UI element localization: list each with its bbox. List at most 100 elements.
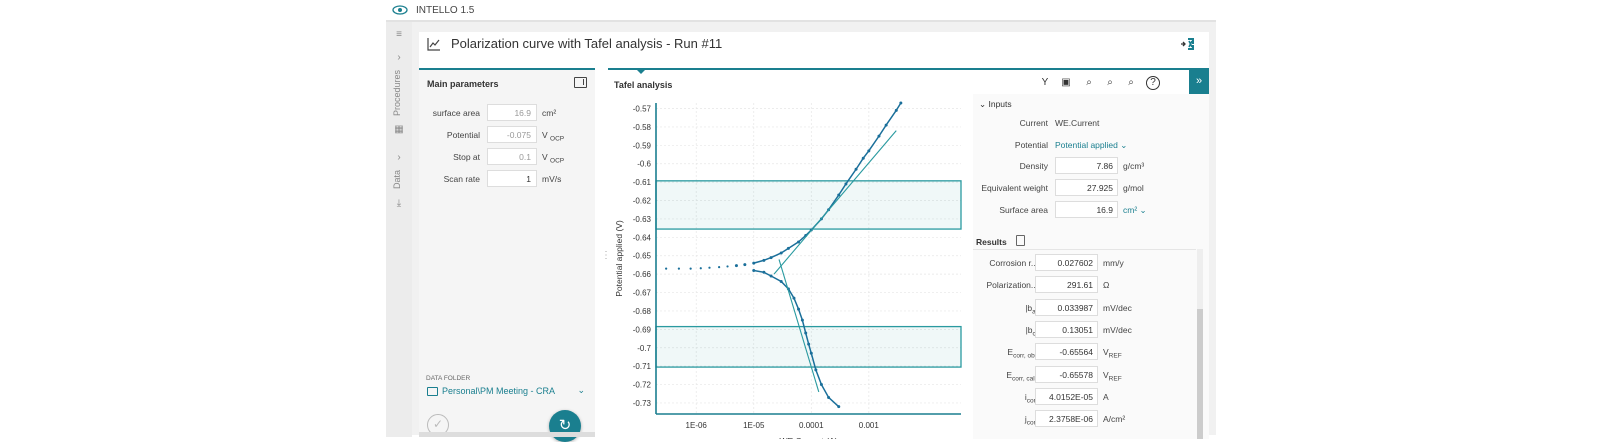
data-point	[665, 267, 668, 270]
inputs-section-toggle[interactable]: ⌄ Inputs	[979, 99, 1012, 109]
result-label: jcorr	[1024, 414, 1038, 427]
panel-resize-handle[interactable]: ⋮	[601, 250, 611, 261]
result-unit: VREF	[1103, 347, 1122, 360]
y-tick-label: -0.68	[633, 307, 652, 316]
result-value: -0.65578	[1035, 365, 1098, 383]
potential-select[interactable]: Potential applied ⌄	[1055, 140, 1128, 150]
result-value: 0.13051	[1035, 320, 1098, 338]
scrollbar-thumb[interactable]	[1197, 309, 1203, 439]
surface-area-input[interactable]: 16.9	[487, 104, 537, 121]
result-value: -0.65564	[1035, 343, 1098, 361]
section-divider	[973, 249, 1196, 250]
result-row: Polarization... 291.61 Ω	[973, 276, 1188, 294]
main-parameters-title: Main parameters	[427, 79, 499, 89]
page-header: Polarization curve with Tafel analysis -…	[419, 32, 1209, 56]
data-point	[699, 267, 702, 270]
param-row-stop-at: Stop at 0.1 V OCP	[419, 148, 595, 166]
tafel-analysis-panel: Tafel analysis Y ▣ ⌕ ⌕ ⌕ ? » -0.57 -0.58-…	[608, 68, 1209, 439]
data-folder-select[interactable]: Personal\PM Meeting - CRA	[442, 386, 556, 396]
analysis-region	[655, 180, 962, 230]
surface-area-field[interactable]: 16.9	[1055, 201, 1118, 218]
app-shell: ≡ › Procedures ▦ › Data ⤓ Polarization c…	[386, 20, 1216, 442]
y-tick-label: -0.62	[633, 197, 652, 206]
data-point	[708, 266, 711, 269]
input-row-density: Density 7.86 g/cm³	[973, 157, 1188, 175]
collapse-toolbar-button[interactable]: »	[1189, 70, 1209, 99]
result-value: 0.033987	[1035, 298, 1098, 316]
rail-data-label[interactable]: Data	[392, 170, 402, 190]
rail-procedures-label[interactable]: Procedures	[392, 70, 402, 117]
y-tick-label: -0.65	[633, 252, 652, 261]
param-row-potential: Potential -0.075 V OCP	[419, 126, 595, 144]
data-folder-label: DATA FOLDER	[426, 375, 471, 382]
input-unit: g/mol	[1123, 183, 1144, 193]
help-icon[interactable]: ?	[1146, 76, 1160, 90]
result-value: 4.0152E-05	[1035, 387, 1098, 405]
density-input[interactable]: 7.86	[1055, 157, 1118, 174]
y-tick-label: -0.7	[637, 344, 651, 353]
app-title: INTELLO 1.5	[416, 5, 475, 16]
analysis-region	[655, 325, 962, 368]
result-label: Corrosion r...	[989, 258, 1038, 268]
result-row: Ecorr, obs -0.65564 VREF	[973, 343, 1188, 361]
main-parameters-panel: Main parameters surface area 16.9 cm² Po…	[419, 68, 595, 442]
zoom-icon[interactable]: ⌕	[1086, 77, 1092, 88]
chevron-right-icon[interactable]: ›	[397, 52, 401, 63]
result-unit: A	[1103, 391, 1109, 402]
scan-rate-input[interactable]: 1	[487, 170, 537, 187]
data-point	[743, 263, 747, 267]
y-tick-label: -0.57	[633, 105, 652, 114]
y-tick-label: -0.6	[637, 160, 651, 169]
filter-icon[interactable]: Y	[1041, 77, 1049, 88]
copy-icon[interactable]	[1016, 235, 1025, 246]
y-tick-label: -0.59	[633, 141, 652, 150]
save-icon[interactable]: ▣	[1061, 77, 1071, 88]
result-unit: Ω	[1103, 280, 1110, 291]
chart-icon[interactable]: ⤓	[396, 198, 402, 209]
eye-logo-icon	[392, 5, 408, 15]
param-row-surface-area: surface area 16.9 cm²	[419, 104, 595, 122]
current-value: WE.Current	[1055, 118, 1100, 128]
x-axis-label: WE.Current (A)	[779, 436, 837, 439]
active-tab-marker	[636, 69, 646, 74]
result-unit: mV/dec	[1103, 324, 1132, 335]
zoom-in-icon[interactable]: ⌕	[1128, 77, 1134, 88]
grid-icon[interactable]: ▦	[394, 124, 404, 135]
result-value: 0.027602	[1035, 254, 1098, 271]
tafel-plot[interactable]: -0.57 -0.58 -0.59 -0.6 -0.61 -0.62 -0.63 -0.64 -…	[608, 94, 968, 439]
input-label: Surface area	[999, 205, 1048, 215]
expand-icon[interactable]	[1179, 36, 1195, 52]
result-label: Ecorr, calc	[1006, 369, 1038, 383]
y-tick-label: -0.61	[633, 178, 652, 187]
area-unit-select[interactable]: cm² ⌄	[1123, 205, 1147, 215]
data-point	[689, 267, 692, 270]
param-unit: V OCP	[542, 152, 565, 165]
series-line	[753, 269, 840, 408]
input-label: Current	[1019, 118, 1048, 128]
x-tick-label: 0.0001	[799, 421, 824, 430]
y-tick-label: -0.69	[633, 325, 652, 334]
y-tick-label: -0.71	[633, 362, 652, 371]
run-button[interactable]: ↻	[549, 410, 581, 442]
equivalent-weight-input[interactable]: 27.925	[1055, 179, 1118, 196]
chevron-right-icon[interactable]: ›	[397, 152, 401, 163]
result-value: 2.3758E-06	[1035, 410, 1098, 428]
input-row-equivalent-weight: Equivalent weight 27.925 g/mol	[973, 179, 1188, 197]
zoom-out-icon[interactable]: ⌕	[1107, 77, 1113, 88]
analysis-side-panel: ⌄ Inputs Current WE.Current Potential Po…	[973, 94, 1209, 439]
input-row-potential: Potential Potential applied ⌄	[973, 136, 1188, 154]
result-label: icorr	[1024, 391, 1038, 405]
page-title: Polarization curve with Tafel analysis -…	[451, 36, 723, 51]
collapse-panel-icon[interactable]	[574, 77, 587, 88]
menu-icon[interactable]: ≡	[396, 29, 402, 40]
param-label: surface area	[432, 108, 480, 118]
chevron-down-icon[interactable]: ⌄	[577, 385, 585, 395]
app-window: INTELLO 1.5 ≡ › Procedures ▦ › Data ⤓ Po…	[386, 0, 1216, 442]
line-chart-icon	[427, 38, 440, 51]
x-tick-label: 1E-06	[686, 421, 708, 430]
potential-input[interactable]: -0.075	[487, 126, 537, 143]
result-unit: VREF	[1103, 369, 1122, 383]
stop-at-input[interactable]: 0.1	[487, 148, 537, 165]
data-point	[726, 265, 729, 268]
